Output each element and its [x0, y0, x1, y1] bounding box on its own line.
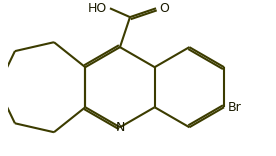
Text: O: O	[159, 2, 169, 15]
Text: N: N	[115, 121, 125, 134]
Text: Br: Br	[227, 101, 241, 114]
Text: HO: HO	[87, 2, 107, 15]
